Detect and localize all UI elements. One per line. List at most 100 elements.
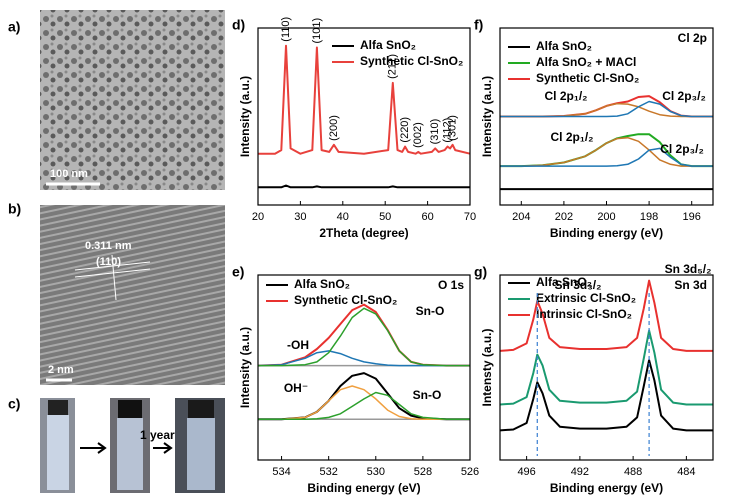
x-tick-label: 488 <box>624 466 642 478</box>
x-tick-label: 202 <box>555 211 573 223</box>
panel-label: b) <box>8 201 21 217</box>
scale-bar-label: 2 nm <box>48 364 74 376</box>
x-tick-label: 30 <box>294 211 306 223</box>
x-tick-label: 50 <box>379 211 391 223</box>
peak-label: (220) <box>399 117 411 143</box>
panel-label: f) <box>474 17 483 33</box>
legend-label: Alfa SnO₂ <box>294 277 350 291</box>
x-axis-label: Binding energy (eV) <box>307 481 420 495</box>
annotation: Sn 3d₃/₂ <box>555 278 602 292</box>
scale-bar-label: 100 nm <box>50 168 88 180</box>
hrtem-image <box>40 205 225 385</box>
x-tick-label: 40 <box>337 211 349 223</box>
legend-label: Synthetic Cl-SnO₂ <box>536 71 639 85</box>
x-tick-label: 60 <box>421 211 433 223</box>
x-tick-label: 492 <box>571 466 589 478</box>
x-tick-label: 526 <box>461 466 479 478</box>
x-tick-label: 532 <box>319 466 337 478</box>
legend-label: Alfa SnO₂ <box>360 38 416 52</box>
annotation: Cl 2p₁/₂ <box>551 130 594 144</box>
x-tick-label: 196 <box>683 211 701 223</box>
annotation: Cl 2p₃/₂ <box>662 89 706 103</box>
x-tick-label: 528 <box>414 466 432 478</box>
x-tick-label: 496 <box>517 466 535 478</box>
vial-cap <box>48 400 68 415</box>
series-line <box>257 350 470 367</box>
peak-label: (110) <box>280 17 292 42</box>
plot-frame <box>499 274 714 461</box>
lattice-plane: (110) <box>96 256 121 268</box>
series-line <box>258 391 470 421</box>
peak-label: (112) <box>441 118 453 143</box>
x-tick-label: 70 <box>464 211 476 223</box>
annotation: Cl 2p₃/₂ <box>660 142 704 156</box>
arrow <box>153 442 173 454</box>
y-axis-label: Intensity (a.u.) <box>238 76 252 157</box>
annotation: Sn 3d₅/₂ <box>665 262 712 276</box>
corner-label: Sn 3d <box>674 278 707 292</box>
legend-label: Intrinsic Cl-SnO₂ <box>536 307 632 321</box>
vial <box>47 415 69 490</box>
x-tick-label: 534 <box>272 466 290 478</box>
plot-frame <box>499 27 714 206</box>
series-line <box>258 385 470 421</box>
lattice-line <box>74 268 151 278</box>
x-tick-label: 200 <box>597 211 615 223</box>
annotation: Cl 2p₁/₂ <box>545 89 588 103</box>
peak-label: (200) <box>328 115 340 141</box>
peak-label: (211) <box>387 54 399 79</box>
peak-label: (301) <box>447 115 459 141</box>
series-line <box>499 279 713 352</box>
panel-label: g) <box>474 264 487 280</box>
x-axis-label: Binding energy (eV) <box>550 226 663 240</box>
y-axis-label: Intensity (a.u.) <box>238 327 252 408</box>
tem-image <box>40 10 225 190</box>
series-line <box>500 147 713 167</box>
series-line <box>500 100 713 118</box>
annotation: OH⁻ <box>284 381 308 395</box>
x-tick-label: 530 <box>367 466 385 478</box>
legend-label: Alfa SnO₂ + MACl <box>536 55 636 69</box>
x-tick-label: 20 <box>252 211 264 223</box>
annotation: Sn-O <box>416 304 445 318</box>
legend-label: Alfa SnO₂ <box>536 275 592 289</box>
measure-line <box>111 254 117 301</box>
vial-cap <box>118 400 142 418</box>
y-axis-label: Intensty (a.u.) <box>480 328 494 406</box>
annotation: Sn-O <box>413 388 442 402</box>
legend-label: Extrinsic Cl-SnO₂ <box>536 291 636 305</box>
x-axis-label: 2Theta (degree) <box>319 226 408 240</box>
panel-label: d) <box>232 17 245 33</box>
plot-frame <box>257 274 471 461</box>
vial-cap <box>188 400 214 418</box>
series-line <box>258 307 470 367</box>
vial <box>117 418 143 490</box>
series-line <box>258 184 470 189</box>
corner-label: Cl 2p <box>678 31 707 45</box>
plot-frame <box>257 27 471 206</box>
legend-label: Alfa SnO₂ <box>536 39 592 53</box>
peak-label: (310) <box>429 119 441 145</box>
corner-label: O 1s <box>438 278 464 292</box>
x-tick-label: 484 <box>677 466 695 478</box>
x-tick-label: 198 <box>640 211 658 223</box>
legend-label: Synthetic Cl-SnO₂ <box>294 293 397 307</box>
series-line <box>258 44 471 155</box>
panel-label: a) <box>8 19 20 35</box>
annotation: -OH <box>287 338 309 352</box>
series-line <box>499 329 713 406</box>
x-tick-label: 204 <box>512 211 530 223</box>
legend-label: Synthetic Cl-SnO₂ <box>360 54 463 68</box>
series-line <box>500 136 713 167</box>
panel-label: c) <box>8 396 20 412</box>
arrow <box>80 442 107 454</box>
arrow-label: 1 year <box>140 428 175 442</box>
peak-label: (101) <box>311 18 323 44</box>
lattice-spacing: 0.311 nm <box>85 240 132 252</box>
panel-label: e) <box>232 264 244 280</box>
y-axis-label: Intensity (a.u.) <box>480 76 494 157</box>
vial <box>187 418 215 490</box>
series-line <box>499 359 713 432</box>
x-axis-label: Binding energy (eV) <box>550 481 663 495</box>
